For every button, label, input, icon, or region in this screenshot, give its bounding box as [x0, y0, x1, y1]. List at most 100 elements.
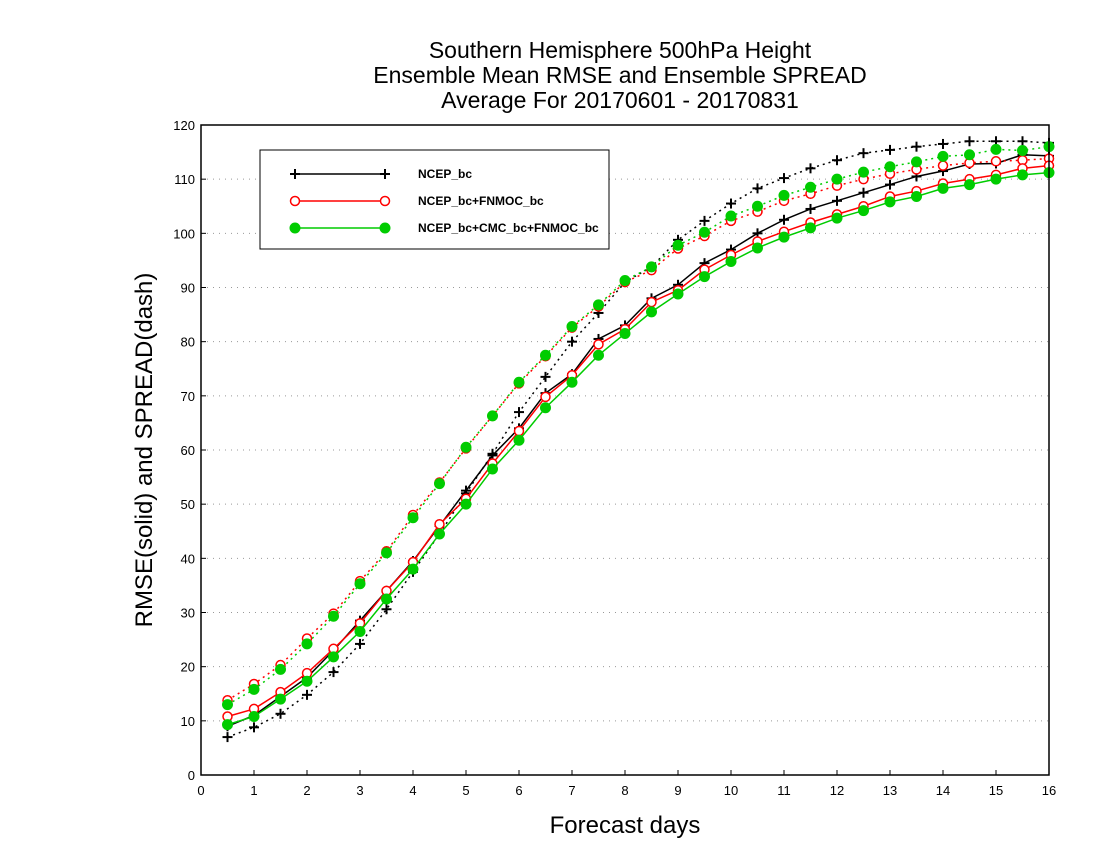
- rmse-point: [937, 182, 949, 194]
- title-line-3: Average For 20170601 - 20170831: [441, 87, 799, 113]
- spread-point: [858, 148, 869, 159]
- spread-point: [407, 512, 419, 524]
- rmse-point: [540, 402, 551, 414]
- spread-point: [938, 138, 948, 149]
- spread-point: [752, 200, 763, 212]
- rmse-line: [227, 171, 1050, 726]
- rmse-point: [885, 179, 895, 190]
- spread-point: [884, 161, 896, 173]
- y-axis-label: RMSE(solid) and SPREAD(dash): [131, 273, 158, 628]
- rmse-point: [222, 719, 233, 731]
- rmse-point: [354, 625, 366, 637]
- y-tick-label: 80: [181, 335, 195, 350]
- rmse-point: [964, 179, 975, 191]
- rmse-point: [805, 222, 816, 234]
- x-tick-label: 5: [462, 783, 469, 798]
- rmse-point: [434, 528, 445, 540]
- x-tick-label: 13: [883, 783, 897, 798]
- spread-point: [858, 166, 869, 178]
- x-tick-label: 6: [515, 783, 522, 798]
- rmse-point: [248, 711, 260, 722]
- axes: 0 1 2 3 4 5 6 7 8 9 10 11 12 13 14 15 160102030405060708…: [173, 118, 1056, 798]
- spread-point: [328, 610, 339, 622]
- spread-point: [434, 478, 445, 490]
- title-line-2: Ensemble Mean RMSE and Ensemble SPREAD: [373, 62, 866, 88]
- spread-point: [937, 150, 949, 162]
- spread-point: [514, 407, 524, 418]
- y-tick-label: 40: [181, 551, 195, 566]
- spread-point: [699, 226, 710, 238]
- spread-point: [990, 156, 1002, 167]
- spread-point: [832, 155, 842, 166]
- spread-point: [302, 689, 312, 700]
- rmse-point: [858, 187, 869, 198]
- spread-point: [566, 321, 578, 332]
- y-tick-label: 50: [181, 497, 195, 512]
- rmse-point: [646, 296, 657, 308]
- x-tick-label: 14: [936, 783, 950, 798]
- legend-item: NCEP_bc+CMC_bc+FNMOC_bc: [289, 221, 599, 235]
- spread-point: [567, 336, 577, 347]
- y-tick-label: 120: [173, 118, 195, 133]
- rmse-line: [227, 154, 1050, 727]
- spread-point: [911, 156, 922, 168]
- rmse-point: [672, 288, 684, 300]
- spread-point: [381, 604, 392, 615]
- rmse-point: [593, 349, 604, 361]
- y-tick-label: 90: [181, 281, 195, 296]
- x-tick-label: 0: [197, 783, 204, 798]
- spread-point: [1017, 136, 1028, 147]
- y-tick-label: 30: [181, 606, 195, 621]
- series-2: [222, 141, 1055, 731]
- series-layer: [222, 136, 1055, 743]
- legend-marker: [379, 222, 391, 234]
- x-tick-label: 3: [356, 783, 363, 798]
- rmse-point: [487, 463, 498, 475]
- legend: NCEP_bc NCEP_bc+FNMOC_bc NCEP_bc+CMC_bc+FN…: [259, 149, 610, 250]
- spread-point: [354, 578, 366, 590]
- spread-point: [460, 441, 472, 453]
- grid: [201, 178, 1049, 722]
- legend-marker: [379, 195, 391, 207]
- spread-point: [911, 141, 922, 152]
- spread-point: [1017, 144, 1028, 156]
- spread-point: [885, 144, 895, 155]
- rmse-point: [699, 271, 710, 283]
- x-tick-label: 7: [568, 783, 575, 798]
- rmse-point: [752, 242, 763, 254]
- spread-point: [752, 183, 763, 194]
- y-tick-label: 60: [181, 443, 195, 458]
- y-tick-label: 110: [174, 172, 195, 187]
- chart-title: Southern Hemisphere 500hPa Height Ensemb…: [373, 37, 866, 113]
- spread-point: [805, 181, 816, 193]
- x-tick-label: 2: [303, 783, 310, 798]
- x-tick-label: 12: [830, 783, 844, 798]
- spread-point: [540, 371, 551, 382]
- legend-marker: [289, 195, 301, 207]
- rmse-point: [566, 376, 578, 388]
- rmse-point: [858, 205, 869, 217]
- legend-marker: [289, 222, 301, 234]
- spread-point: [646, 261, 657, 273]
- spread-point: [275, 663, 286, 675]
- spread-point: [937, 160, 949, 171]
- spread-point: [540, 349, 551, 361]
- legend-item: NCEP_bc: [290, 167, 472, 181]
- rmse-point: [911, 191, 922, 202]
- rmse-point: [593, 339, 604, 350]
- x-tick-label: 4: [409, 783, 416, 798]
- rmse-point: [884, 196, 896, 208]
- rmse-point: [301, 675, 313, 687]
- legend-box: [259, 149, 610, 250]
- spread-point: [831, 173, 843, 185]
- spread-point: [222, 732, 233, 743]
- y-tick-label: 20: [181, 660, 195, 675]
- rmse-point: [434, 518, 445, 530]
- spread-line: [227, 157, 1050, 701]
- y-tick-label: 10: [181, 714, 195, 729]
- y-tick-label: 100: [173, 226, 195, 241]
- legend-marker: [290, 169, 300, 179]
- spread-point: [699, 215, 710, 226]
- spread-point: [805, 163, 816, 174]
